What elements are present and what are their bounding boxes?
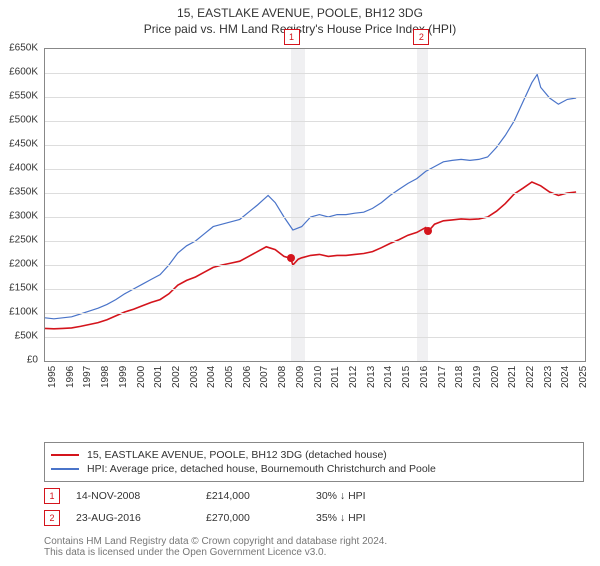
series-property — [45, 182, 576, 329]
x-tick-label: 2007 — [259, 366, 270, 388]
chart-lines — [45, 49, 585, 361]
x-tick-label: 2023 — [543, 366, 554, 388]
sale-delta: 30% ↓ HPI — [316, 490, 366, 502]
y-tick-label: £100K — [9, 307, 38, 318]
chart-title-address: 15, EASTLAKE AVENUE, POOLE, BH12 3DG — [0, 6, 600, 20]
y-tick-label: £650K — [9, 43, 38, 54]
x-axis: 1995 1996 1997 1998 1999 2000 2001 2002 2003 2004… — [44, 362, 584, 392]
chart-area: £0 £50K £100K £150K £200K £250K £300K £350K £400… — [0, 40, 600, 390]
x-tick-label: 1996 — [65, 366, 76, 388]
x-tick-label: 2013 — [366, 366, 377, 388]
sale-dot — [287, 254, 295, 262]
sale-row: 1 14-NOV-2008£214,00030% ↓ HPI — [44, 488, 584, 504]
y-tick-label: £250K — [9, 235, 38, 246]
x-tick-label: 1999 — [118, 366, 129, 388]
x-tick-label: 2019 — [472, 366, 483, 388]
sale-row: 2 23-AUG-2016£270,00035% ↓ HPI — [44, 510, 584, 526]
legend-label: 15, EASTLAKE AVENUE, POOLE, BH12 3DG (de… — [87, 449, 387, 461]
y-tick-label: £550K — [9, 91, 38, 102]
x-tick-label: 2016 — [419, 366, 430, 388]
x-tick-label: 1997 — [82, 366, 93, 388]
y-tick-label: £450K — [9, 139, 38, 150]
footer-licence: This data is licensed under the Open Gov… — [44, 547, 584, 558]
x-tick-label: 2004 — [206, 366, 217, 388]
x-tick-label: 2005 — [224, 366, 235, 388]
x-tick-label: 2000 — [136, 366, 147, 388]
y-tick-label: £300K — [9, 211, 38, 222]
y-tick-label: £500K — [9, 115, 38, 126]
legend-item: 15, EASTLAKE AVENUE, POOLE, BH12 3DG (de… — [51, 449, 577, 461]
x-tick-label: 2025 — [578, 366, 589, 388]
y-tick-label: £50K — [15, 331, 38, 342]
x-tick-label: 2015 — [401, 366, 412, 388]
sale-number-box: 1 — [44, 488, 60, 504]
x-tick-label: 2018 — [454, 366, 465, 388]
y-tick-label: £600K — [9, 67, 38, 78]
x-tick-label: 2010 — [313, 366, 324, 388]
y-tick-label: £350K — [9, 187, 38, 198]
x-tick-label: 2024 — [560, 366, 571, 388]
x-tick-label: 2012 — [348, 366, 359, 388]
x-tick-label: 2003 — [189, 366, 200, 388]
sale-delta: 35% ↓ HPI — [316, 512, 366, 524]
legend: 15, EASTLAKE AVENUE, POOLE, BH12 3DG (de… — [44, 442, 584, 482]
x-tick-label: 1998 — [100, 366, 111, 388]
plot-region: 12 — [44, 48, 586, 362]
x-tick-label: 2009 — [295, 366, 306, 388]
legend-label: HPI: Average price, detached house, Bour… — [87, 463, 436, 475]
y-tick-label: £400K — [9, 163, 38, 174]
x-tick-label: 2002 — [171, 366, 182, 388]
footer-copyright: Contains HM Land Registry data © Crown c… — [44, 536, 584, 547]
sale-marker-header: 1 — [284, 29, 300, 45]
sale-date: 23-AUG-2016 — [76, 512, 206, 524]
legend-item: HPI: Average price, detached house, Bour… — [51, 463, 577, 475]
x-tick-label: 2014 — [383, 366, 394, 388]
x-tick-label: 2011 — [330, 366, 341, 388]
legend-swatch — [51, 468, 79, 470]
y-tick-label: £200K — [9, 259, 38, 270]
x-tick-label: 1995 — [47, 366, 58, 388]
footer: Contains HM Land Registry data © Crown c… — [44, 536, 584, 558]
sale-marker-header: 2 — [413, 29, 429, 45]
x-tick-label: 2020 — [490, 366, 501, 388]
legend-swatch — [51, 454, 79, 456]
x-tick-label: 2022 — [525, 366, 536, 388]
x-tick-label: 2017 — [437, 366, 448, 388]
sale-price: £214,000 — [206, 490, 316, 502]
series-hpi — [45, 74, 576, 318]
x-tick-label: 2008 — [277, 366, 288, 388]
sale-date: 14-NOV-2008 — [76, 490, 206, 502]
chart-title-subtitle: Price paid vs. HM Land Registry's House … — [0, 22, 600, 36]
sale-dot — [424, 227, 432, 235]
x-tick-label: 2021 — [507, 366, 518, 388]
x-tick-label: 2006 — [242, 366, 253, 388]
y-tick-label: £0 — [27, 355, 38, 366]
sale-price: £270,000 — [206, 512, 316, 524]
sale-number-box: 2 — [44, 510, 60, 526]
y-axis: £0 £50K £100K £150K £200K £250K £300K £350K £400… — [0, 40, 42, 390]
x-tick-label: 2001 — [153, 366, 164, 388]
y-tick-label: £150K — [9, 283, 38, 294]
